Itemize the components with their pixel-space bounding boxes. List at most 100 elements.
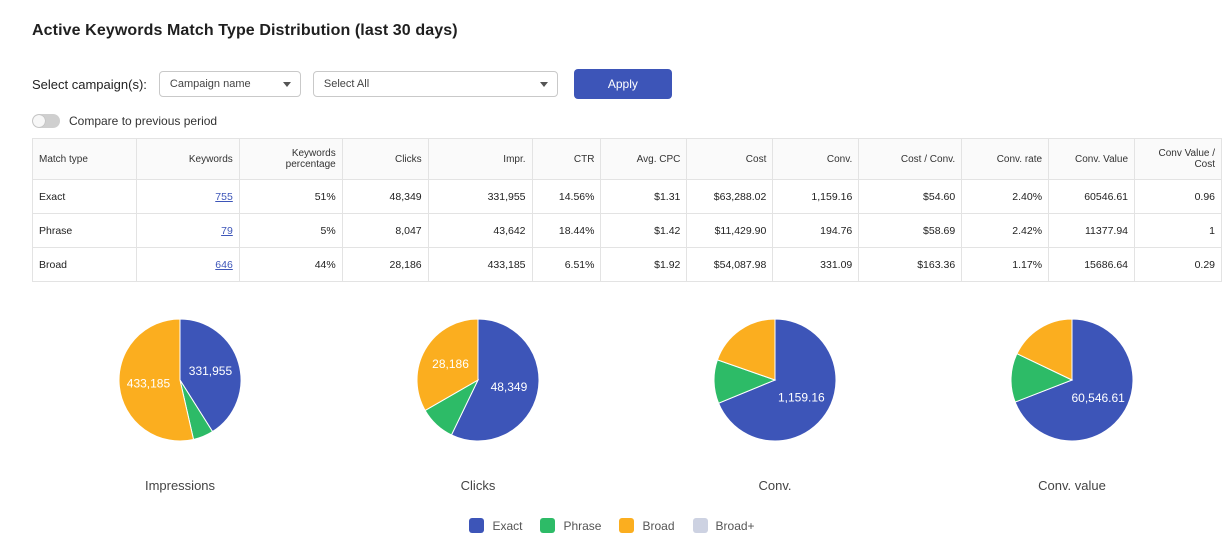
toggle-knob [33, 115, 45, 127]
conv-pie-svg: 1,159.16 [713, 318, 837, 442]
impressions-pie-chart: 331,955 433,185 Impressions [90, 300, 270, 500]
pie-data-label: 331,955 [189, 364, 233, 378]
table-cell: 194.76 [772, 213, 860, 248]
column-header[interactable]: Conv. Value [1048, 138, 1136, 180]
pie-slice-broad[interactable] [1016, 318, 1073, 381]
table-cell: Exact [32, 179, 137, 214]
pie-slice-broad[interactable] [118, 318, 195, 442]
clicks-chart-title: Clicks [460, 478, 496, 493]
pie-data-label: 1,159.16 [778, 391, 825, 405]
table-cell: 0.96 [1134, 179, 1222, 214]
clicks-pie-svg: 48,349 28,186 [416, 318, 540, 442]
table-cell: 2.42% [961, 213, 1050, 248]
legend-swatch [469, 518, 485, 533]
table-cell: $1.92 [600, 247, 688, 282]
table-cell: $63,288.02 [686, 179, 774, 214]
table-cell: 433,185 [427, 247, 533, 282]
table-cell: $54.60 [858, 179, 963, 214]
conv-value-pie-svg: 60,546.61 [1010, 318, 1134, 442]
clicks-pie-chart: 48,349 28,186 Clicks [388, 300, 568, 500]
campaign-name-select-value: Campaign name [169, 78, 251, 90]
table-cell: Broad [32, 247, 137, 282]
conv-pie-chart: 1,159.16 Conv. [685, 300, 865, 500]
pie-slice-broad[interactable] [416, 318, 479, 412]
column-header[interactable]: Impr. [427, 138, 533, 180]
table-cell: 1.17% [961, 247, 1050, 282]
column-header[interactable]: Clicks [341, 138, 429, 180]
conv-value-chart-title: Conv. value [1038, 478, 1106, 493]
match-type-table: Match type Keywords Keywords percentage Cli… [32, 138, 1222, 282]
legend-item[interactable]: Broad [619, 518, 675, 533]
table-cell: 51% [238, 179, 343, 214]
legend-item[interactable]: Exact [469, 518, 522, 533]
column-header[interactable]: Avg. CPC [600, 138, 688, 180]
legend-label: Broad [642, 518, 675, 533]
column-header[interactable]: Cost [686, 138, 774, 180]
legend-label: Broad+ [715, 518, 755, 533]
table-cell: 60546.61 [1048, 179, 1136, 214]
column-header[interactable]: Conv. [772, 138, 860, 180]
table-cell: 79 [135, 213, 240, 248]
compare-toggle[interactable] [32, 114, 60, 128]
table-cell: 8,047 [341, 213, 429, 248]
table-cell: 755 [135, 179, 240, 214]
table-cell: 331,955 [427, 179, 533, 214]
campaign-values-select[interactable]: Select All [312, 71, 558, 97]
table-cell: 646 [135, 247, 240, 282]
table-cell: 5% [238, 213, 343, 248]
pie-data-label: 48,349 [491, 380, 528, 394]
pie-slice-exact[interactable] [450, 318, 540, 442]
impressions-pie-svg: 331,955 433,185 [118, 318, 242, 442]
table-cell: 2.40% [961, 179, 1050, 214]
column-header[interactable]: CTR [531, 138, 602, 180]
pie-data-label: 28,186 [432, 357, 469, 371]
table-row: Broad 646 44% 28,186 433,185 6.51% $1.92 $54,08… [32, 247, 1222, 282]
pie-slice-exact[interactable] [717, 318, 837, 442]
legend-label: Exact [492, 518, 523, 533]
pie-data-label: 60,546.61 [1071, 391, 1125, 405]
table-cell: 18.44% [531, 213, 602, 248]
legend-swatch [619, 518, 635, 533]
column-header[interactable]: Keywords percentage [238, 138, 343, 180]
campaign-values-select-value: Select All [323, 78, 370, 90]
filter-row: Select campaign(s): Campaign name Select… [32, 69, 672, 99]
apply-button[interactable]: Apply [573, 69, 672, 99]
table-row: Exact 755 51% 48,349 331,955 14.56% $1.31 $63,2… [32, 179, 1222, 214]
table-cell: 6.51% [531, 247, 602, 282]
keywords-count-link[interactable]: 755 [215, 190, 233, 203]
column-header[interactable]: Keywords [135, 138, 240, 180]
table-cell: 14.56% [531, 179, 602, 214]
column-header[interactable]: Match type [32, 138, 137, 180]
pie-slice-broad[interactable] [716, 318, 776, 381]
legend-swatch [540, 518, 556, 533]
legend-label: Phrase [563, 518, 602, 533]
legend-item[interactable]: Broad+ [692, 518, 755, 533]
table-cell: 1,159.16 [772, 179, 860, 214]
compare-row: Compare to previous period [32, 114, 217, 128]
table-cell: Phrase [32, 213, 137, 248]
legend-item[interactable]: Phrase [540, 518, 601, 533]
column-header[interactable]: Conv. rate [961, 138, 1050, 180]
keywords-count-link[interactable]: 79 [221, 224, 233, 237]
pie-data-label: 433,185 [127, 377, 171, 391]
pie-charts: 331,955 433,185 Impressions 48,349 28,186 … [0, 300, 1224, 500]
chart-legend: Exact Phrase Broad Broad+ [0, 518, 1224, 533]
conv-value-pie-chart: 60,546.61 Conv. value [982, 300, 1162, 500]
campaign-filter-label: Select campaign(s): [32, 76, 147, 92]
table-cell: 43,642 [427, 213, 533, 248]
keywords-count-link[interactable]: 646 [215, 258, 233, 271]
table-cell: 331.09 [772, 247, 860, 282]
table-cell: 28,186 [341, 247, 429, 282]
column-header[interactable]: Cost / Conv. [858, 138, 963, 180]
table-cell: $54,087.98 [686, 247, 774, 282]
conv-chart-title: Conv. [758, 478, 792, 493]
table-cell: $1.31 [600, 179, 688, 214]
compare-label: Compare to previous period [69, 114, 218, 128]
column-header[interactable]: Conv Value / Cost [1134, 138, 1222, 180]
page-title: Active Keywords Match Type Distribution … [32, 22, 458, 39]
table-header-row: Match type Keywords Keywords percentage Cli… [32, 138, 1222, 180]
campaign-name-select[interactable]: Campaign name [158, 71, 301, 97]
impressions-chart-title: Impressions [144, 478, 216, 493]
table-cell: $1.42 [600, 213, 688, 248]
pie-slice-exact[interactable] [1014, 318, 1134, 442]
